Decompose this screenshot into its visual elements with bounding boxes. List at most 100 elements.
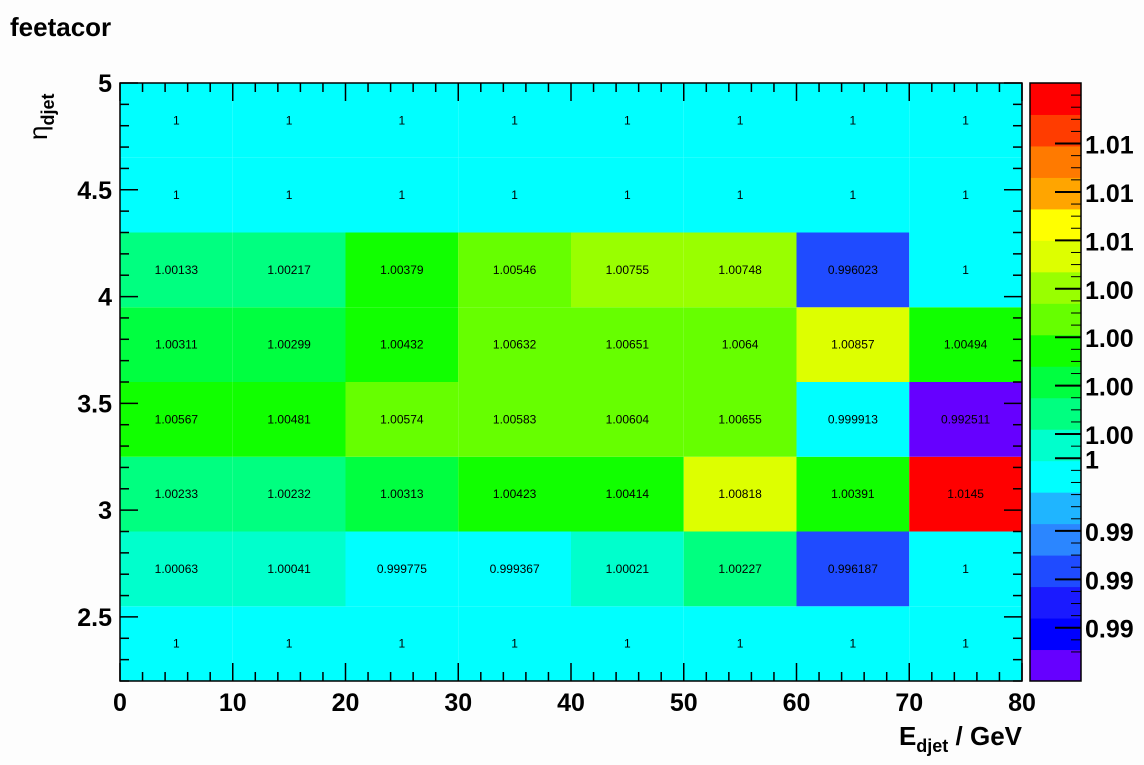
cell-value-label: 1	[737, 188, 744, 202]
cell-value-label: 0.999913	[828, 412, 878, 426]
cell-value-label: 1	[173, 637, 180, 651]
x-axis-title: Edjet / GeV	[899, 721, 1023, 756]
y-tick-label: 4.5	[77, 177, 112, 205]
heatmap-cell	[909, 382, 1022, 457]
heatmap-cell	[120, 456, 233, 532]
cell-value-label: 1.00217	[267, 263, 311, 277]
heatmap-cell	[120, 83, 233, 158]
cell-value-label: 1.00748	[718, 263, 762, 277]
cell-value-label: 1.00133	[155, 263, 199, 277]
heatmap-cell	[796, 83, 910, 158]
cell-value-label: 1.0064	[722, 338, 759, 352]
y-axis-title: ηdjet	[23, 94, 58, 140]
heatmap-cell	[909, 531, 1022, 607]
cell-value-label: 0.996187	[828, 562, 878, 576]
cell-value-label: 1	[173, 188, 180, 202]
cell-value-label: 1	[962, 637, 969, 651]
heatmap-cell	[909, 157, 1022, 233]
heatmap-cell	[232, 531, 346, 607]
cell-value-label: 0.996023	[828, 263, 878, 277]
color-scale-band	[1030, 208, 1081, 241]
heatmap-cell	[458, 83, 571, 158]
cell-value-label: 1.00232	[267, 487, 311, 501]
color-scale-band	[1030, 492, 1081, 525]
cell-value-label: 1	[962, 562, 969, 576]
color-scale-ticks	[1055, 94, 1081, 653]
cell-value-label: 1	[286, 188, 293, 202]
heatmap-cell	[571, 382, 684, 457]
heatmap-cell	[683, 531, 797, 607]
heatmap-cell	[796, 307, 910, 382]
heatmap-cell	[458, 382, 571, 457]
heatmap-cell	[458, 606, 571, 681]
cell-value-label: 1	[737, 637, 744, 651]
color-scale-band	[1030, 649, 1081, 682]
cell-value-label: 1.00632	[493, 338, 537, 352]
x-tick-label: 80	[1008, 689, 1036, 717]
cell-value-label: 0.992511	[941, 412, 990, 426]
heatmap-cell	[458, 307, 571, 382]
y-tick-label: 5	[98, 70, 112, 98]
cell-value-label: 1	[399, 188, 406, 202]
cell-value-label: 1	[511, 113, 518, 127]
heatmap-cell	[796, 232, 910, 308]
cell-value-label: 1.00818	[718, 487, 762, 501]
cell-value-label: 1	[286, 637, 293, 651]
heatmap-cell	[345, 382, 459, 457]
cell-value-label: 1.00379	[380, 263, 424, 277]
color-scale-label: 1.01	[1085, 180, 1134, 208]
heatmap-cell	[345, 531, 459, 607]
heatmap-cell	[232, 157, 346, 233]
cell-value-label: 1	[624, 637, 631, 651]
color-scale-band	[1030, 303, 1081, 336]
y-tick-label: 3.5	[77, 390, 112, 418]
cell-value-label: 1.00313	[380, 487, 424, 501]
heatmap-cell	[683, 382, 797, 457]
x-tick-label: 30	[444, 689, 472, 717]
color-scale-label: 1.01	[1085, 132, 1134, 160]
heatmap-cell	[571, 307, 684, 382]
chart-title: feetacor	[10, 12, 112, 42]
color-scale-label: 1.00	[1085, 374, 1134, 402]
cell-value-label: 1	[624, 188, 631, 202]
cell-value-label: 1	[173, 113, 180, 127]
heatmap-cell	[796, 606, 910, 681]
heatmap-cell-labels: 1 1 1 1 1 1 1 1 1.00063 1.00041 0.999775 0.999367 1.…	[155, 113, 991, 650]
y-tick-label: 4	[98, 284, 112, 312]
cell-value-label: 1.00233	[155, 487, 199, 501]
heatmap-cell	[345, 83, 459, 158]
heatmap-cell	[909, 307, 1022, 382]
x-tick-label: 20	[332, 689, 360, 717]
color-scale-frame	[1029, 82, 1082, 682]
heatmap-cell	[683, 307, 797, 382]
heatmap-cell	[120, 157, 233, 233]
cell-value-label: 1.00227	[718, 562, 762, 576]
cell-value-label: 1	[399, 113, 406, 127]
cell-value-label: 1	[737, 113, 744, 127]
cell-value-label: 1.00546	[493, 263, 537, 277]
color-scale-label: 1	[1085, 446, 1099, 474]
x-tick-label: 40	[557, 689, 585, 717]
cell-value-label: 1	[286, 113, 293, 127]
x-tick-label: 10	[219, 689, 247, 717]
cell-value-label: 0.999775	[377, 562, 427, 576]
cell-value-label: 1.00299	[267, 338, 311, 352]
axis-ticks	[119, 82, 1023, 682]
heatmap-cell	[345, 307, 459, 382]
cell-value-label: 1	[962, 188, 969, 202]
cell-value-label: 1	[511, 637, 518, 651]
heatmap-cell	[909, 232, 1022, 308]
color-scale-label: 0.99	[1085, 616, 1134, 644]
heatmap-cell	[571, 606, 684, 681]
heatmap-cell	[458, 232, 571, 308]
heatmap-cell	[120, 531, 233, 607]
heatmap-cell	[120, 382, 233, 457]
heatmap-cell	[796, 531, 910, 607]
y-tick-label: 2.5	[77, 604, 112, 632]
cell-value-label: 1	[850, 113, 857, 127]
heatmap-cell	[232, 83, 346, 158]
cell-value-label: 1.00021	[606, 562, 650, 576]
color-scale-band	[1030, 397, 1081, 430]
cell-value-label: 1	[962, 263, 969, 277]
